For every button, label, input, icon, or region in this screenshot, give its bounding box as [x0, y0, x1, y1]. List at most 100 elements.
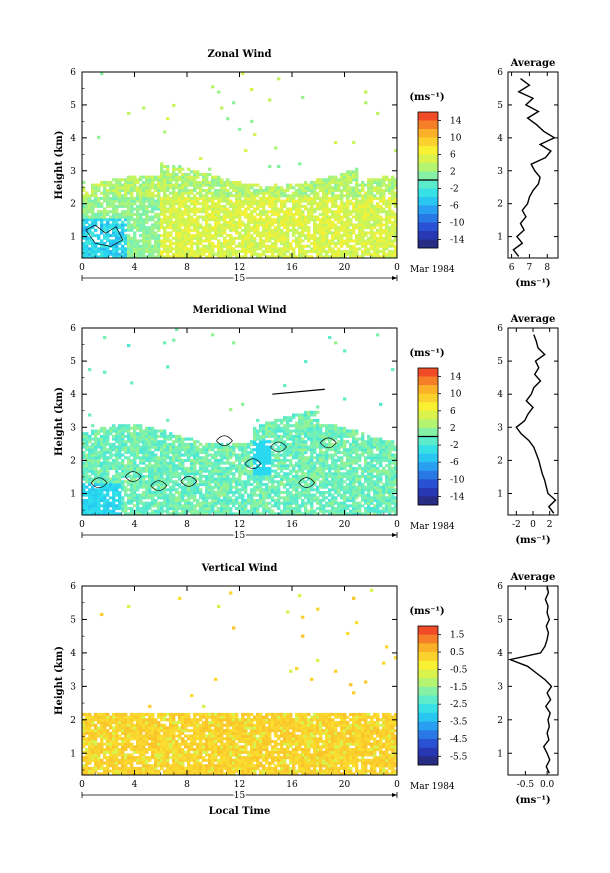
x-axis-label: Local Time	[209, 806, 271, 817]
colorbar-unit: (ms⁻¹)	[409, 92, 444, 103]
colorbar-tick-label: -3.5	[450, 718, 468, 728]
date-arrow	[392, 533, 397, 537]
heatmap-field	[82, 328, 398, 516]
profile-frame	[507, 585, 559, 776]
y-axis-label: Height (km)	[54, 131, 65, 200]
colorbar-swatch	[418, 427, 438, 437]
y-tick-label: 6	[70, 324, 76, 334]
colorbar-swatch	[418, 231, 438, 240]
colorbar-swatch	[418, 496, 438, 506]
profile-x-tick-label: -0.5	[517, 780, 535, 790]
profile-y-tick-label: 3	[497, 682, 503, 692]
x-tick-label: 0	[394, 780, 400, 790]
profile-y-tick-label: 4	[497, 390, 503, 400]
colorbar-swatch	[418, 239, 438, 249]
x-tick-label: 16	[286, 780, 298, 790]
y-tick-label: 5	[70, 615, 76, 625]
y-tick-label: 1	[70, 749, 76, 759]
month-label: Mar 1984	[410, 522, 455, 532]
y-tick-label: 2	[70, 456, 76, 466]
y-tick-label: 1	[70, 233, 76, 243]
colorbar-tick-label: -5.5	[450, 752, 468, 762]
profile-y-tick-label: 2	[497, 200, 503, 210]
colorbar-swatch	[418, 756, 438, 766]
colorbar-swatch	[418, 634, 438, 644]
colorbar-swatch	[418, 487, 438, 497]
date-label: 15	[234, 791, 246, 801]
colorbar-swatch	[418, 712, 438, 722]
colorbar-tick-label: -2.5	[450, 700, 468, 710]
colorbar-tick-label: 6	[450, 151, 456, 161]
x-tick-label: 4	[132, 520, 138, 530]
colorbar-swatch	[418, 376, 438, 386]
x-tick-label: 12	[234, 520, 245, 530]
y-tick-label: 2	[70, 200, 76, 210]
x-tick-label: 8	[184, 780, 190, 790]
colorbar-swatch	[418, 730, 438, 740]
colorbar-swatch	[418, 453, 438, 463]
x-tick-label: 0	[79, 780, 85, 790]
colorbar-swatch	[418, 180, 438, 189]
chart-title: Meridional Wind	[192, 305, 286, 316]
x-tick-label: 0	[394, 263, 400, 273]
colorbar-swatch	[418, 747, 438, 757]
x-tick-label: 12	[234, 780, 245, 790]
x-tick-label: 12	[234, 263, 245, 273]
heatmap-field	[82, 588, 398, 776]
colorbar-swatch	[418, 643, 438, 653]
chart-title: Vertical Wind	[201, 563, 278, 574]
profile-y-tick-label: 5	[497, 357, 503, 367]
colorbar-swatch	[418, 626, 438, 635]
colorbar-tick-label: -2	[450, 441, 459, 451]
colorbar-tick-label: -2	[450, 185, 459, 195]
date-arrow	[392, 276, 397, 280]
colorbar-tick-label: 14	[450, 117, 462, 127]
colorbar-swatch	[418, 146, 438, 155]
colorbar-swatch	[418, 660, 438, 670]
colorbar-tick-label: -4.5	[450, 735, 468, 745]
x-tick-label: 20	[339, 520, 351, 530]
profile-y-tick-label: 6	[497, 324, 503, 334]
colorbar-swatch	[418, 695, 438, 705]
colorbar-swatch	[418, 163, 438, 172]
profile-y-tick-label: 3	[497, 167, 503, 177]
profile-x-tick-label: 0	[530, 520, 536, 530]
colorbar-swatch	[418, 652, 438, 662]
colorbar-tick-label: -10	[450, 219, 465, 229]
profile-frame	[507, 327, 559, 516]
y-tick-label: 1	[70, 489, 76, 499]
y-axis-label: Height (km)	[54, 646, 65, 715]
profile-x-label: (ms⁻¹)	[515, 278, 550, 289]
y-axis-label: Height (km)	[54, 387, 65, 456]
colorbar-swatch	[418, 704, 438, 714]
colorbar-swatch	[418, 669, 438, 679]
profile-line	[507, 585, 553, 774]
profile-y-tick-label: 5	[497, 615, 503, 625]
profile-y-tick-label: 1	[497, 489, 503, 499]
colorbar-tick-label: 14	[450, 373, 462, 383]
y-tick-label: 4	[70, 390, 76, 400]
colorbar-tick-label: -6	[450, 202, 459, 212]
profile-y-tick-label: 1	[497, 233, 503, 243]
colorbar-frame	[417, 625, 439, 766]
profile-x-label: (ms⁻¹)	[515, 795, 550, 806]
colorbar-tick-label: 10	[450, 134, 462, 144]
date-label: 15	[234, 531, 246, 541]
colorbar-swatch	[418, 479, 438, 489]
profile-title: Average	[510, 314, 556, 325]
y-tick-label: 3	[70, 682, 76, 692]
heatmap-field	[82, 72, 398, 259]
colorbar-tick-label: -0.5	[450, 665, 468, 675]
x-tick-label: 0	[394, 520, 400, 530]
colorbar-swatch	[418, 419, 438, 429]
colorbar-swatch	[418, 470, 438, 480]
profile-x-label: (ms⁻¹)	[515, 535, 550, 546]
x-tick-label: 20	[339, 263, 351, 273]
profile-y-tick-label: 4	[497, 649, 503, 659]
x-tick-label: 8	[184, 520, 190, 530]
y-tick-label: 2	[70, 716, 76, 726]
